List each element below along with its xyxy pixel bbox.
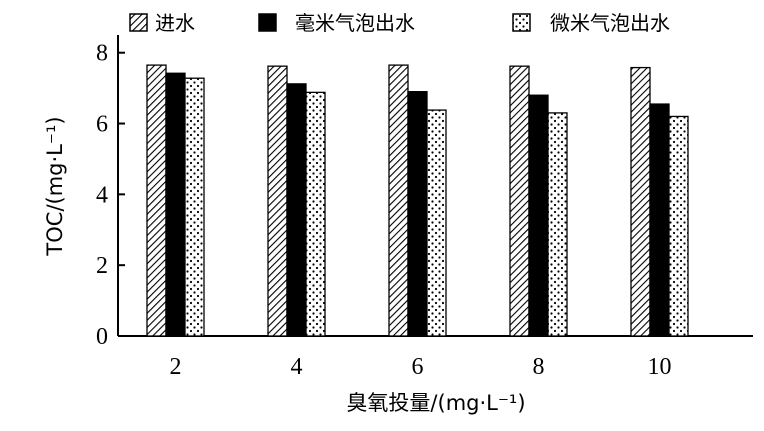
- x-axis-ticks: 2 4 6 8 10: [170, 354, 672, 380]
- y-tick-label-2: 4: [96, 182, 108, 208]
- bar-s1-6: [407, 91, 428, 337]
- x-tick-label-1: 4: [291, 354, 303, 380]
- bar-s1-8: [528, 94, 549, 337]
- bar-s0-6: [388, 64, 409, 337]
- x-tick-label-0: 2: [170, 354, 182, 380]
- legend-label-0: 进水: [155, 11, 195, 35]
- x-tick-label-4: 10: [648, 354, 672, 380]
- y-axis-ticks: 0 2 4 6 8: [96, 41, 125, 350]
- bar-s0-8: [509, 65, 530, 337]
- bar-s2-2: [184, 77, 205, 337]
- y-tick-label-3: 6: [96, 112, 108, 138]
- y-tick-label-4: 8: [96, 41, 108, 67]
- x-tick-label-2: 6: [412, 354, 424, 380]
- bar-s0-4: [267, 65, 288, 337]
- bar-s1-10: [649, 103, 670, 337]
- bar-s0-2: [146, 64, 167, 337]
- y-tick-label-0: 0: [96, 324, 108, 350]
- bar-s1-4: [286, 83, 307, 337]
- bars: [146, 64, 689, 337]
- legend-swatch-1: [258, 13, 277, 32]
- bar-s2-10: [668, 115, 689, 337]
- x-tick-label-3: 8: [533, 354, 545, 380]
- legend-item-2: 微米气泡出水: [512, 11, 670, 35]
- bar-s2-8: [547, 112, 568, 337]
- legend: 进水 毫米气泡出水 微米气泡出水: [129, 11, 670, 35]
- legend-label-1: 毫米气泡出水: [295, 11, 415, 35]
- bar-s0-10: [630, 66, 651, 337]
- plot-area: 0 2 4 6 8 2 4 6 8 10: [96, 35, 753, 380]
- legend-label-2: 微米气泡出水: [550, 11, 670, 35]
- y-axis-title: TOC/(mg·L⁻¹): [43, 116, 67, 256]
- x-axis-title: 臭氧投量/(mg·L⁻¹): [346, 391, 525, 415]
- legend-item-1: 毫米气泡出水: [258, 11, 415, 35]
- legend-item-0: 进水: [129, 11, 195, 35]
- bar-s1-2: [165, 72, 186, 337]
- bar-s2-4: [305, 91, 326, 337]
- legend-swatch-0: [129, 13, 148, 32]
- legend-swatch-2: [512, 13, 531, 32]
- y-tick-label-1: 2: [96, 253, 108, 279]
- bar-s2-6: [426, 109, 447, 337]
